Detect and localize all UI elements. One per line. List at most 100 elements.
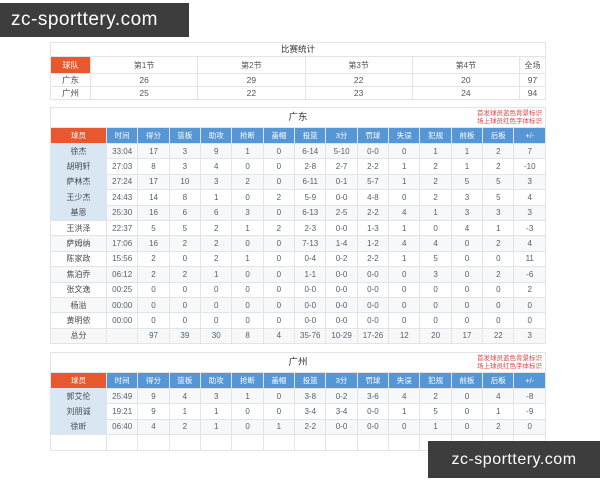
stat-cell: 22 bbox=[482, 327, 515, 345]
row-label: 陈家政 bbox=[50, 250, 107, 268]
stat-cell: 3 bbox=[513, 204, 546, 221]
stat-cell: 17 bbox=[450, 327, 484, 345]
stat-cell: 0 bbox=[168, 250, 202, 268]
score-section: 比赛统计 球队 第1节 第2节 第3节 第4节 全场 广东 26 29 22 20 97 广州 25 22… bbox=[50, 42, 546, 100]
stat-cell: 2-2 bbox=[356, 250, 390, 268]
stat-cell: 5-9 bbox=[294, 189, 327, 206]
stat-cell: 0 bbox=[450, 403, 484, 420]
stat-cell: 0-0 bbox=[356, 312, 390, 329]
score-table-title: 比赛统计 bbox=[50, 42, 546, 56]
stat-cell: 24:43 bbox=[105, 189, 139, 206]
table-row: 王洪泽 22:37 5 5 2 1 2 2-3 0-0 1-3 1 0 4 1 -3 bbox=[50, 219, 546, 237]
stat-cell: 0-0 bbox=[356, 281, 390, 298]
stat-cell: 0-0 bbox=[325, 189, 358, 206]
guangzhou-stats-table: 球员 时间 得分 篮板 助攻 抢断 盖帽 投篮 3分 罚球 失误 犯规 前板 后板 +/- 郭艾伦 25:49… bbox=[50, 372, 546, 451]
stat-cell: 4-8 bbox=[356, 189, 390, 206]
stat-cell: 0-0 bbox=[356, 418, 390, 436]
stat-cell: 2-8 bbox=[294, 158, 327, 175]
stat-cell: 1 bbox=[388, 403, 421, 420]
legend-line-1: 首发球员蓝色背景标识 bbox=[477, 355, 542, 362]
stat-cell: 3 bbox=[200, 387, 233, 405]
stat-cell: 1-4 bbox=[325, 235, 358, 252]
column-header: +/- bbox=[513, 127, 546, 144]
stat-cell: 2 bbox=[168, 418, 202, 436]
corner-header: 球员 bbox=[50, 372, 107, 389]
stat-cell: 0 bbox=[419, 281, 452, 298]
stat-cell: 29 bbox=[197, 73, 306, 87]
stat-cell: 1 bbox=[419, 142, 452, 160]
column-header: 失误 bbox=[388, 372, 421, 389]
stat-cell: 9 bbox=[137, 387, 170, 405]
stat-cell: 0 bbox=[231, 296, 264, 314]
stat-cell: 6-14 bbox=[294, 142, 327, 160]
stat-cell: 33:04 bbox=[105, 142, 139, 160]
stat-cell: 0 bbox=[262, 173, 296, 191]
stat-cell: 0 bbox=[482, 250, 515, 268]
stat-cell bbox=[325, 434, 358, 451]
row-label: 徐杰 bbox=[50, 142, 107, 160]
guangzhou-stats-body: 郭艾伦 25:49 9 4 3 1 0 3-8 0-2 3-6 4 2 0 4 -8 刘朋诚 19:21 9 1 1 0… bbox=[50, 387, 546, 451]
column-header: 助攻 bbox=[200, 372, 233, 389]
stat-cell: 0 bbox=[231, 158, 264, 175]
stat-cell: 6-11 bbox=[294, 173, 327, 191]
stat-cell: 1 bbox=[388, 158, 421, 175]
stat-cell: 1 bbox=[388, 173, 421, 191]
stat-cell: 1 bbox=[200, 403, 233, 420]
column-header: 抢断 bbox=[231, 372, 264, 389]
stat-cell: 0 bbox=[262, 312, 296, 329]
stat-cell: 15:56 bbox=[105, 250, 139, 268]
stat-cell: 1 bbox=[200, 266, 233, 283]
stat-cell: 25 bbox=[89, 86, 199, 100]
stat-cell: 2 bbox=[419, 158, 452, 175]
stat-cell: 22 bbox=[197, 86, 306, 100]
stat-cell: 8 bbox=[231, 327, 264, 345]
column-header: 第1节 bbox=[89, 56, 199, 74]
column-header: 罚球 bbox=[356, 372, 390, 389]
stat-cell: 5 bbox=[482, 173, 515, 191]
stat-cell: 0 bbox=[168, 312, 202, 329]
stat-cell bbox=[168, 434, 202, 451]
stat-cell: 5-10 bbox=[325, 142, 358, 160]
stat-cell: 16 bbox=[137, 204, 170, 221]
stat-cell: -9 bbox=[513, 403, 546, 420]
stat-cell: 10 bbox=[168, 173, 202, 191]
stat-cell: 0 bbox=[262, 403, 296, 420]
legend-line-1: 首发球员蓝色背景标识 bbox=[477, 110, 542, 117]
stat-cell: 16 bbox=[137, 235, 170, 252]
stat-cell: 2 bbox=[482, 235, 515, 252]
table-row: 广东 26 29 22 20 97 bbox=[50, 73, 546, 87]
stat-cell: -10 bbox=[513, 158, 546, 175]
stat-cell: 4 bbox=[482, 387, 515, 405]
stats-header-row: 球员 时间 得分 篮板 助攻 抢断 盖帽 投篮 3分 罚球 失误 犯规 前板 后板 +/- bbox=[50, 372, 546, 389]
stat-cell: 0 bbox=[419, 296, 452, 314]
stat-cell: 10-29 bbox=[325, 327, 358, 345]
column-header: 犯规 bbox=[419, 372, 452, 389]
row-label: 胡明轩 bbox=[50, 158, 107, 175]
column-header: 失误 bbox=[388, 127, 421, 144]
stat-cell: 3-4 bbox=[294, 403, 327, 420]
legend-note: 首发球员蓝色背景标识 场上球员红色字体标识 bbox=[477, 110, 542, 126]
guangdong-title: 广东 首发球员蓝色背景标识 场上球员红色字体标识 bbox=[50, 107, 546, 127]
stat-cell: 0-2 bbox=[325, 250, 358, 268]
stat-cell: 0 bbox=[231, 235, 264, 252]
stat-cell: 2 bbox=[262, 189, 296, 206]
stat-cell: 5 bbox=[168, 219, 202, 237]
stat-cell bbox=[105, 434, 139, 451]
table-row: 郭艾伦 25:49 9 4 3 1 0 3-8 0-2 3-6 4 2 0 4 -8 bbox=[50, 387, 546, 405]
stat-cell: 0 bbox=[231, 266, 264, 283]
watermark-top-text: zc-sporttery.com bbox=[11, 9, 159, 30]
stat-cell: 7-13 bbox=[294, 235, 327, 252]
stat-cell bbox=[200, 434, 233, 451]
stat-cell: 3 bbox=[231, 204, 264, 221]
table-row: 杨溢 00:00 0 0 0 0 0 0-0 0-0 0-0 0 0 0 0 0 bbox=[50, 296, 546, 314]
stat-cell: 11 bbox=[513, 250, 546, 268]
score-table-body: 广东 26 29 22 20 97 广州 25 22 23 24 94 bbox=[50, 73, 546, 100]
column-header: 篮板 bbox=[168, 372, 202, 389]
stat-cell: 2 bbox=[200, 219, 233, 237]
stat-cell: 0-0 bbox=[325, 312, 358, 329]
stat-cell: 0-0 bbox=[294, 296, 327, 314]
stat-cell: 1 bbox=[231, 219, 264, 237]
stat-cell: 0-0 bbox=[325, 219, 358, 237]
legend-line-2: 场上球员红色字体标识 bbox=[477, 363, 542, 371]
stat-cell: 1 bbox=[231, 250, 264, 268]
